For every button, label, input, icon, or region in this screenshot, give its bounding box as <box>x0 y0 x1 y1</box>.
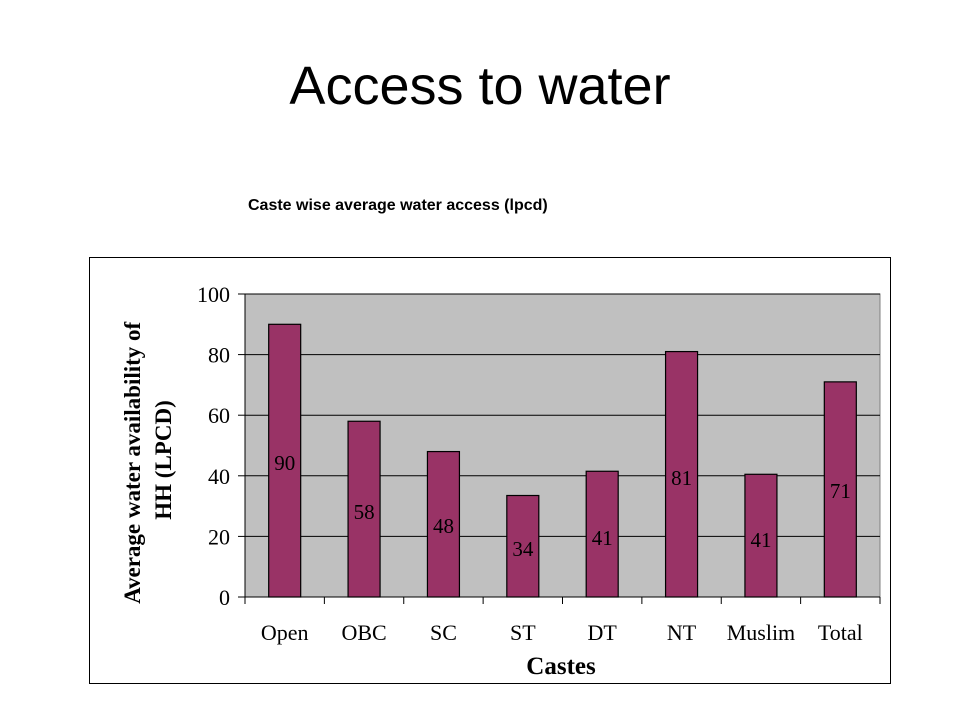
slide-title: Access to water <box>289 56 671 116</box>
data-label-dt: 41 <box>592 526 613 550</box>
data-label-open: 90 <box>274 451 295 475</box>
x-tick-label-st: ST <box>510 620 536 645</box>
x-tick-label-total: Total <box>818 620 863 645</box>
x-tick-label-dt: DT <box>588 620 618 645</box>
y-tick-label: 60 <box>208 403 230 428</box>
chart-caption: Caste wise average water access (lpcd) <box>248 197 548 214</box>
bar-nt <box>664 350 699 598</box>
bar-sc <box>426 450 461 598</box>
y-tick-label: 80 <box>208 343 230 368</box>
data-labels: 90 58 48 34 41 81 41 71 <box>274 451 851 561</box>
x-tick-label-obc: OBC <box>341 620 386 645</box>
data-label-st: 34 <box>512 537 534 561</box>
data-label-sc: 48 <box>433 514 454 538</box>
x-tick-label-nt: NT <box>667 620 697 645</box>
y-tick-label: 100 <box>197 282 230 307</box>
bar-muslim <box>744 473 778 598</box>
x-tick-label-open: Open <box>261 620 309 645</box>
plot-area <box>244 293 881 598</box>
axes: 0 20 40 60 80 100 Open OBC SC ST DT NT Muslim Total <box>197 282 881 645</box>
y-tick-label: 20 <box>208 524 230 549</box>
y-axis-title-line-2: HH (LPCD) <box>151 400 176 519</box>
x-axis-title: Castes <box>526 653 596 680</box>
data-label-total: 71 <box>830 479 851 503</box>
data-label-obc: 58 <box>354 500 375 524</box>
y-axis-title-line-1: Average water availability of <box>120 321 145 603</box>
bar-obc <box>347 420 381 598</box>
bar-st <box>506 494 540 598</box>
bar-open <box>268 323 302 598</box>
x-tick-label-sc: SC <box>430 620 457 645</box>
data-label-muslim: 41 <box>750 528 771 552</box>
x-tick-label-muslim: Muslim <box>727 620 795 645</box>
y-tick-label: 0 <box>219 585 230 610</box>
y-tick-label: 40 <box>208 464 230 489</box>
data-label-nt: 81 <box>671 466 692 490</box>
y-axis-title: Average water availability of HH (LPCD) <box>120 316 176 604</box>
bars <box>268 323 857 598</box>
bar-dt <box>585 470 619 598</box>
bar-total <box>823 381 857 598</box>
plot-background <box>244 293 881 598</box>
